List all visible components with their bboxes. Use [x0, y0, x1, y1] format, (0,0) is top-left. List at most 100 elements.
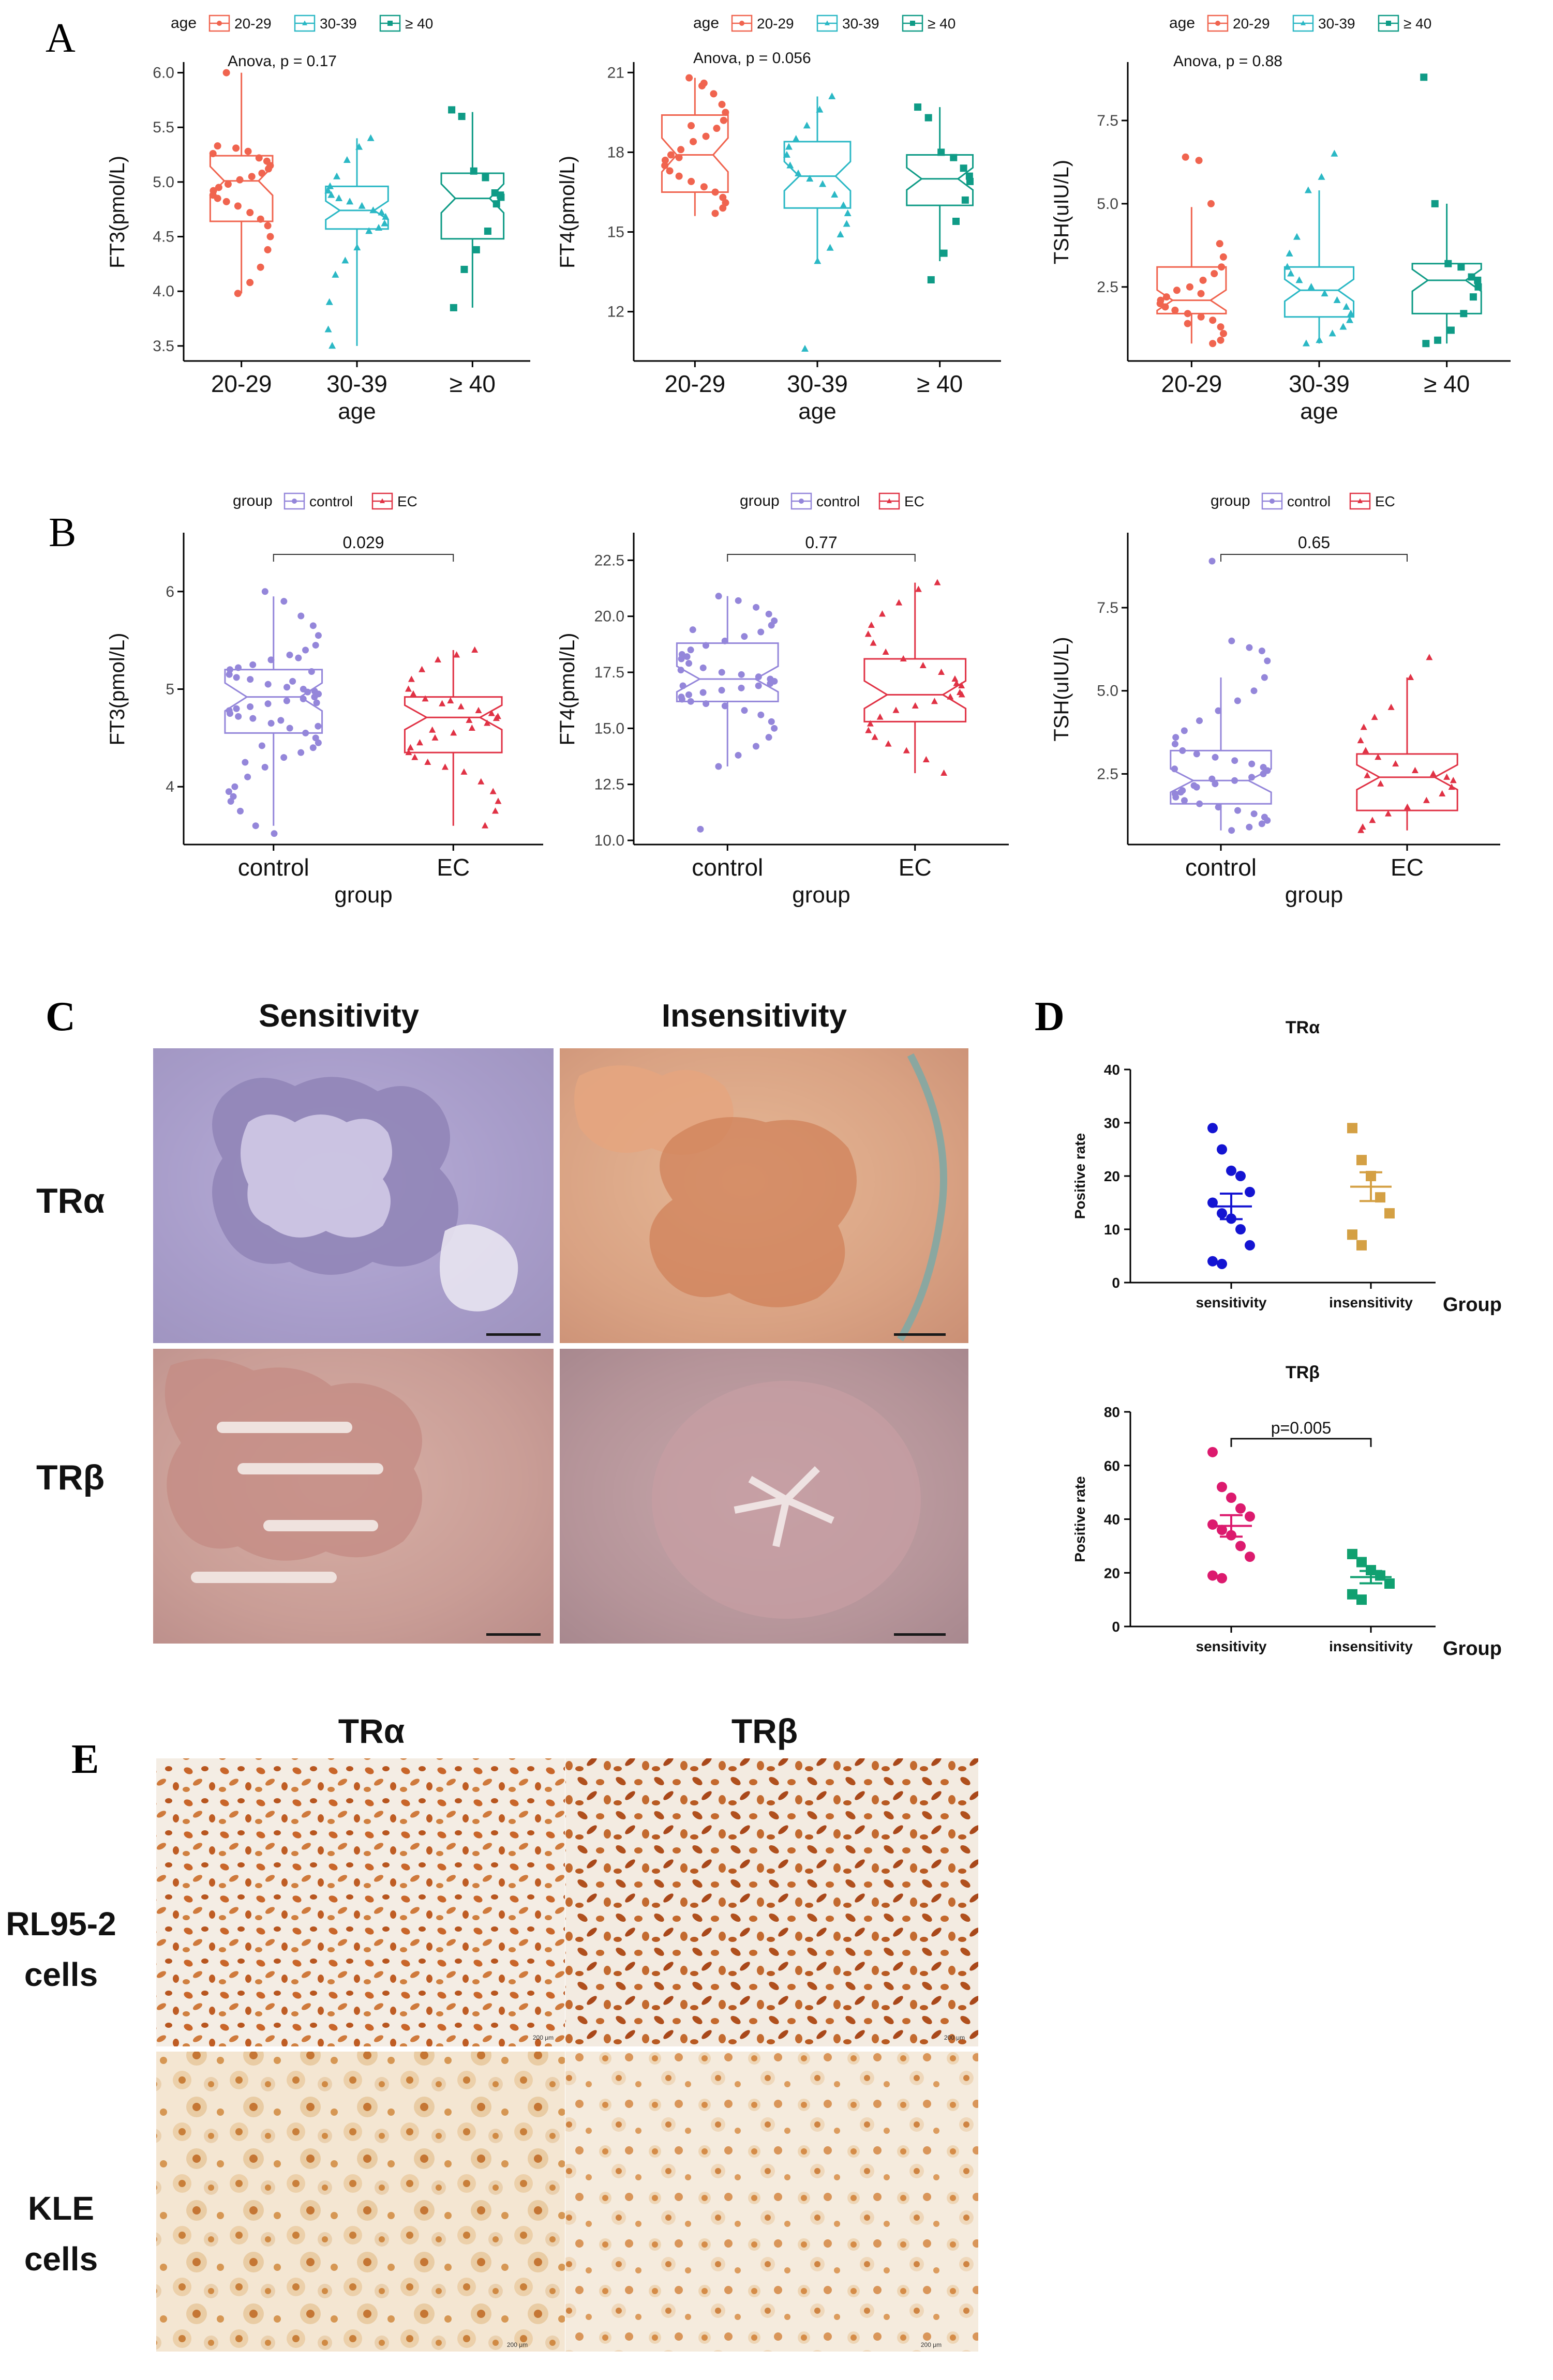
data-point — [1209, 317, 1217, 324]
data-point — [1264, 817, 1271, 824]
data-point — [699, 689, 707, 696]
legend-label: control — [816, 493, 860, 509]
data-point — [1307, 283, 1315, 290]
data-point — [1211, 270, 1218, 278]
legend-label: 30-39 — [1318, 16, 1355, 32]
panel-e-col-header: TRβ — [731, 1712, 798, 1750]
data-point — [1264, 657, 1271, 665]
data-point — [700, 183, 708, 191]
data-point — [1186, 283, 1193, 291]
data-point — [375, 223, 383, 231]
y-tick-label: 3.5 — [153, 338, 174, 355]
data-point — [460, 265, 468, 273]
data-point — [710, 90, 718, 98]
data-point — [280, 598, 288, 605]
data-point — [353, 243, 361, 251]
data-point — [232, 144, 240, 152]
data-point — [718, 100, 726, 108]
chart-ft3-by-age: 3.5 4.0 4.5 5.0 5.5 6.0 FT3(pmol/L) 20-29 30-39 ≥… — [106, 14, 530, 424]
legend-label: ≥ 40 — [928, 16, 955, 32]
y-tick-label: 40 — [1104, 1512, 1120, 1528]
data-point — [313, 699, 320, 706]
data-point — [252, 822, 259, 830]
data-point — [1347, 1589, 1357, 1600]
p-value-annotation: 0.65 — [1298, 533, 1330, 552]
data-point — [231, 783, 238, 790]
data-point — [1450, 777, 1457, 784]
data-point — [1235, 1503, 1246, 1514]
data-point — [460, 768, 468, 775]
data-point — [309, 622, 317, 629]
data-point — [382, 213, 390, 220]
data-point — [261, 588, 268, 595]
y-tick-label: 6.0 — [153, 65, 174, 82]
data-point — [1423, 796, 1430, 803]
data-point — [1212, 780, 1219, 788]
data-point — [697, 825, 704, 833]
data-point — [1179, 747, 1186, 754]
data-point — [677, 667, 684, 674]
data-point — [752, 743, 759, 750]
legend-key-marker — [1270, 499, 1275, 504]
data-point — [341, 257, 349, 264]
y-tick-label: 80 — [1104, 1404, 1120, 1420]
data-point — [738, 671, 745, 678]
data-point — [214, 142, 221, 150]
y-tick-label: 6 — [166, 583, 174, 600]
data-point — [882, 648, 889, 655]
data-point — [302, 729, 309, 736]
data-point — [718, 669, 725, 676]
data-point — [267, 720, 275, 727]
data-point — [938, 668, 945, 675]
data-point — [450, 304, 457, 311]
data-point — [1447, 326, 1455, 334]
y-tick-label: 4.5 — [153, 229, 174, 246]
data-point — [1346, 316, 1353, 323]
y-tick-label: 7.5 — [1097, 112, 1118, 129]
data-point — [1377, 780, 1384, 787]
data-point — [721, 702, 728, 710]
data-point — [961, 196, 969, 204]
data-point — [738, 684, 745, 691]
y-axis-label: FT4(pmol/L) — [556, 156, 579, 268]
data-point — [677, 146, 685, 154]
data-point — [346, 198, 354, 205]
data-point — [358, 202, 366, 209]
data-point — [468, 724, 475, 731]
data-point — [934, 579, 941, 585]
data-point — [783, 150, 790, 158]
legend-key-marker — [292, 499, 297, 504]
data-point — [1429, 770, 1437, 777]
data-point — [678, 696, 685, 703]
data-point — [470, 167, 477, 175]
legend-label: control — [309, 493, 353, 509]
data-point — [1347, 1229, 1357, 1240]
data-point — [1245, 1186, 1255, 1197]
comparison-bracket — [1220, 554, 1408, 562]
data-point — [1302, 339, 1310, 347]
data-point — [713, 125, 721, 132]
data-point — [311, 694, 318, 701]
x-tick-label: 20-29 — [1161, 370, 1222, 397]
data-point — [685, 74, 693, 82]
data-point — [381, 219, 389, 227]
data-point — [864, 630, 872, 637]
data-point — [244, 773, 251, 780]
legend-title: age — [171, 14, 197, 32]
data-point — [1295, 276, 1303, 283]
data-point — [720, 116, 727, 124]
data-point — [678, 655, 685, 662]
x-axis-label: Group — [1443, 1294, 1502, 1316]
x-tick-label: sensitivity — [1196, 1294, 1267, 1310]
comparison-bracket — [273, 554, 454, 562]
data-point — [327, 191, 335, 198]
data-point — [332, 270, 339, 278]
data-point — [1474, 283, 1482, 291]
data-point — [1219, 253, 1227, 261]
data-point — [312, 642, 319, 649]
data-point — [492, 714, 500, 721]
data-point — [1184, 310, 1191, 318]
data-point — [1207, 1447, 1218, 1457]
data-point — [447, 697, 454, 704]
